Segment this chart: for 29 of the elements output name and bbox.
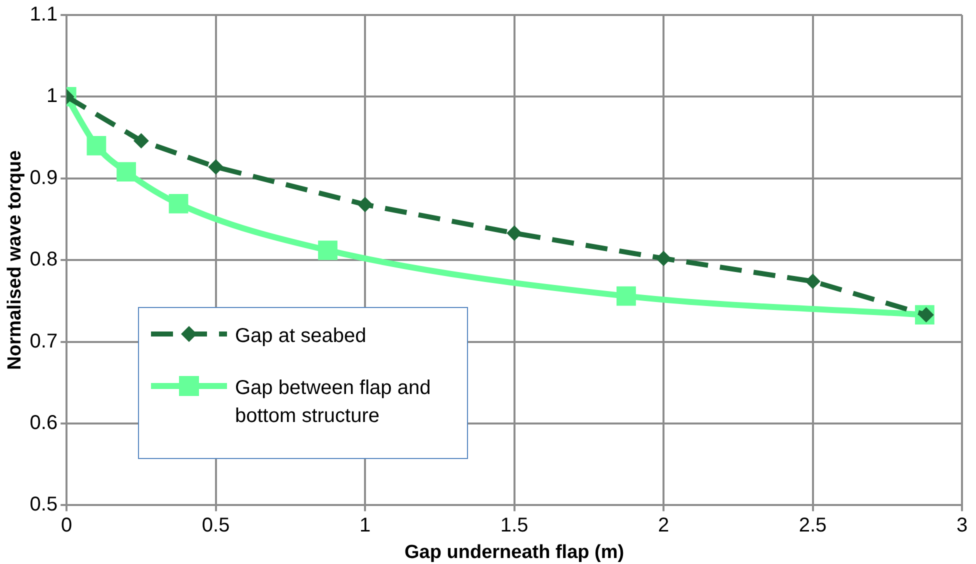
point — [318, 240, 338, 260]
point — [134, 133, 149, 148]
point — [358, 197, 373, 212]
y-tick-label: 0.5 — [30, 494, 58, 516]
x-tick-label: 0 — [61, 514, 72, 537]
point — [116, 162, 136, 182]
point — [616, 286, 636, 306]
point — [168, 194, 188, 214]
y-tick-label: 0.9 — [30, 166, 58, 189]
x-tick-label: 1.5 — [500, 514, 528, 537]
y-tick-label: 0.8 — [30, 248, 58, 271]
x-tick-label: 1 — [360, 514, 371, 537]
x-tick-label: 3 — [956, 514, 968, 537]
point — [208, 159, 224, 174]
y-tick-label: 0.7 — [30, 330, 58, 352]
legend-label: Gap at seabed — [235, 324, 368, 349]
point — [506, 226, 522, 241]
point — [805, 274, 820, 289]
y-tick-label: 0.6 — [30, 412, 58, 434]
point — [86, 136, 106, 156]
x-tick-label: 0.5 — [202, 514, 230, 537]
point — [656, 250, 672, 266]
x-tick-label: 2.5 — [798, 514, 827, 537]
y-tick-label: 1 — [46, 85, 58, 108]
x-tick-label: 2 — [658, 514, 670, 537]
y-tick-label: 1.1 — [30, 4, 58, 26]
x-axis-title: Gap underneath flap (m) — [404, 542, 624, 563]
legend-label: Gap between flap and bottom structure — [235, 376, 432, 429]
y-axis-title: Normalised wave torque — [4, 150, 26, 370]
